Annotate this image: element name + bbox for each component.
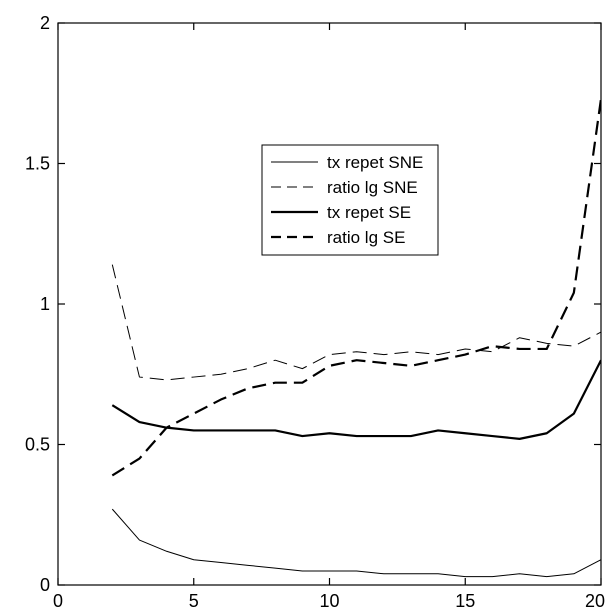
y-tick-label: 0.5 [25, 435, 50, 455]
series-line-2 [111, 264, 601, 381]
plot-frame [57, 22, 602, 586]
series-line-1 [111, 508, 601, 578]
legend-label: ratio lg SNE [327, 178, 418, 197]
x-tick-label: 15 [455, 591, 475, 611]
y-tick-label: 1.5 [25, 154, 50, 174]
legend-label: tx repet SE [327, 203, 411, 222]
x-tick-label: 10 [319, 591, 339, 611]
x-tick-label: 20 [585, 591, 605, 611]
x-tick-label: 5 [189, 591, 199, 611]
y-tick-label: 1 [40, 294, 50, 314]
y-tick-label: 0 [40, 575, 50, 595]
legend-label: tx repet SNE [327, 153, 423, 172]
y-tick-label: 2 [40, 13, 50, 33]
x-tick-label: 0 [53, 591, 63, 611]
series-line-3 [111, 359, 601, 440]
legend-label: ratio lg SE [327, 228, 405, 247]
series-line-4 [111, 98, 601, 477]
